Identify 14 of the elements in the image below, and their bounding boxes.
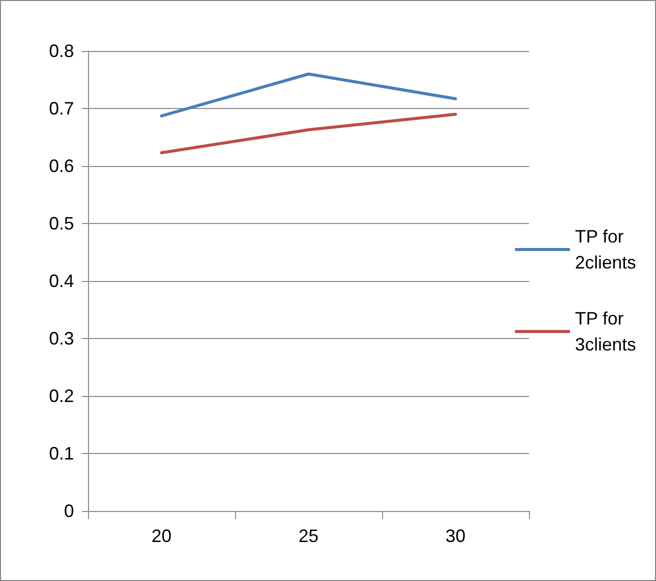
legend-label: TP for 2clients [574, 226, 636, 272]
x-tick-label: 30 [445, 526, 466, 546]
y-tick-label: 0.7 [48, 98, 74, 118]
y-tick-label: 0.3 [48, 328, 74, 348]
legend-label: TP for 3clients [574, 308, 636, 354]
y-tick-label: 0 [64, 501, 74, 521]
y-tick-label: 0.2 [48, 386, 74, 406]
y-tick-label: 0.5 [48, 214, 74, 234]
x-tick-label: 20 [151, 526, 172, 546]
y-tick-label: 0.4 [48, 271, 74, 291]
y-tick-label: 0.1 [48, 444, 74, 464]
y-tick-label: 0.8 [48, 41, 74, 61]
y-tick-label: 0.6 [48, 156, 74, 176]
x-tick-label: 25 [298, 526, 319, 546]
